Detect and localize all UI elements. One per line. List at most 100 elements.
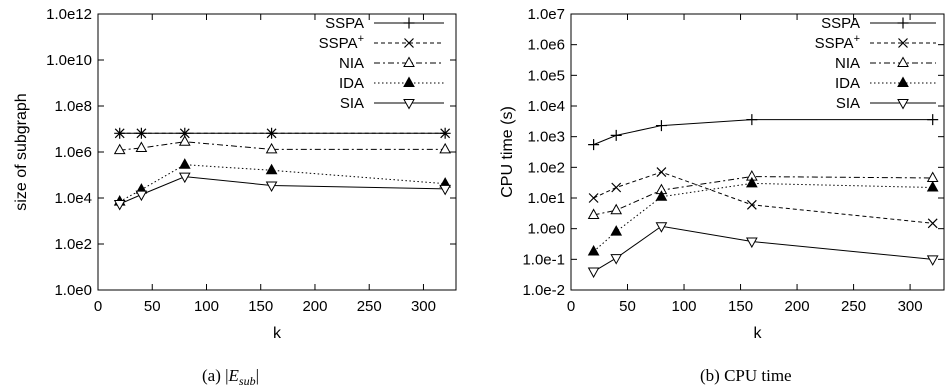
data-point xyxy=(178,135,191,146)
data-point xyxy=(656,167,667,178)
x-tick-label: 150 xyxy=(728,298,753,315)
x-tick-label: 0 xyxy=(567,298,575,315)
y-tick-label: 1.0e-1 xyxy=(522,251,565,268)
x-tick-label: 200 xyxy=(785,298,810,315)
data-point xyxy=(927,114,939,126)
series-sia xyxy=(587,222,939,279)
data-point xyxy=(610,254,623,265)
data-point xyxy=(746,199,757,210)
y-tick-label: 1.0e0 xyxy=(527,221,565,238)
data-point xyxy=(587,244,600,256)
series-sspa-plus xyxy=(114,128,451,139)
data-point xyxy=(926,255,939,266)
data-point xyxy=(588,193,599,203)
y-tick-label: 1.0e10 xyxy=(46,52,92,69)
data-point xyxy=(587,208,600,219)
series-line xyxy=(593,176,933,216)
y-tick-label: 1.0e4 xyxy=(54,190,92,207)
y-axis-label: size of subgraph xyxy=(13,93,30,210)
legend-label: SIA xyxy=(340,95,364,112)
series-line xyxy=(119,176,446,205)
x-tick-label: 100 xyxy=(672,298,697,315)
x-axis-label: k xyxy=(273,325,282,342)
data-point xyxy=(135,141,148,152)
series-line xyxy=(119,141,446,151)
legend-marker xyxy=(897,76,909,87)
x-tick-label: 50 xyxy=(619,298,636,315)
series-sspa xyxy=(588,114,939,151)
y-tick-label: 1.0e2 xyxy=(54,236,92,253)
legend-label: IDA xyxy=(835,75,860,92)
data-point xyxy=(265,181,278,193)
x-tick-label: 100 xyxy=(194,298,219,315)
series-line xyxy=(119,164,446,203)
plot-frame xyxy=(97,13,457,291)
series-line xyxy=(593,119,933,146)
data-point xyxy=(655,120,667,132)
data-point xyxy=(610,203,623,215)
x-tick-label: 250 xyxy=(357,298,382,315)
series-ida xyxy=(113,158,452,206)
data-point xyxy=(114,128,125,139)
data-point xyxy=(745,176,758,188)
data-point xyxy=(266,128,277,139)
series-nia xyxy=(587,170,939,219)
x-tick-label: 300 xyxy=(411,298,436,315)
y-tick-label: 1.0e0 xyxy=(54,282,92,299)
data-point xyxy=(178,172,191,184)
plot-frame xyxy=(570,13,945,291)
legend-label: SSPA xyxy=(325,15,364,32)
x-tick-label: 250 xyxy=(841,298,866,315)
data-point xyxy=(440,128,451,139)
legend-marker xyxy=(897,99,909,110)
data-point xyxy=(745,237,758,249)
series-line xyxy=(593,225,933,272)
data-point xyxy=(746,114,758,126)
data-point xyxy=(113,143,126,155)
y-tick-label: 1.0e7 xyxy=(527,6,565,23)
legend-marker xyxy=(897,17,909,29)
series-line xyxy=(593,182,933,252)
chart-b: 0 50 100 150 200 250 300 1.0e-2 1.0e-1 1.0e0 1.0e1… xyxy=(499,6,945,385)
y-tick-label: 1.0e3 xyxy=(527,129,565,146)
chart-caption: (a) |Esub| xyxy=(202,366,259,388)
x-axis-label: k xyxy=(754,325,763,342)
legend-label: IDA xyxy=(339,75,364,92)
x-tick-label: 150 xyxy=(248,298,273,315)
legend-marker xyxy=(404,38,414,48)
data-point xyxy=(610,129,622,141)
x-tick-label: 200 xyxy=(302,298,327,315)
data-point xyxy=(926,171,939,182)
data-point xyxy=(926,180,939,192)
legend-marker xyxy=(897,56,909,67)
y-tick-label: 1.0e2 xyxy=(527,159,565,176)
data-point xyxy=(587,267,600,279)
data-point xyxy=(265,163,278,175)
y-tick-label: 1.0e4 xyxy=(527,98,565,115)
y-tick-label: 1.0e-2 xyxy=(522,282,565,299)
data-point xyxy=(179,128,190,139)
y-tick-label: 1.0e8 xyxy=(54,98,92,115)
legend-marker xyxy=(403,99,415,110)
legend-label: NIA xyxy=(835,55,860,72)
legend-label: SSPA+ xyxy=(815,33,860,52)
series-ida xyxy=(587,176,939,256)
legend-marker xyxy=(403,17,415,29)
chart-caption: (b) CPU time xyxy=(700,366,792,385)
y-tick-label: 1.0e12 xyxy=(46,6,92,23)
data-point xyxy=(927,218,938,229)
data-point xyxy=(655,190,668,201)
y-tick-label: 1.0e6 xyxy=(54,144,92,161)
legend-label: SSPA+ xyxy=(319,33,364,52)
data-point xyxy=(113,199,126,211)
legend-label: SIA xyxy=(836,95,860,112)
data-point xyxy=(588,139,600,151)
x-tick-label: 300 xyxy=(898,298,923,315)
x-tick-label: 0 xyxy=(94,298,102,315)
legend-label: SSPA xyxy=(821,15,860,32)
data-point xyxy=(439,184,452,196)
data-point xyxy=(178,158,191,169)
legend-marker xyxy=(898,38,908,48)
series-line xyxy=(593,171,933,224)
